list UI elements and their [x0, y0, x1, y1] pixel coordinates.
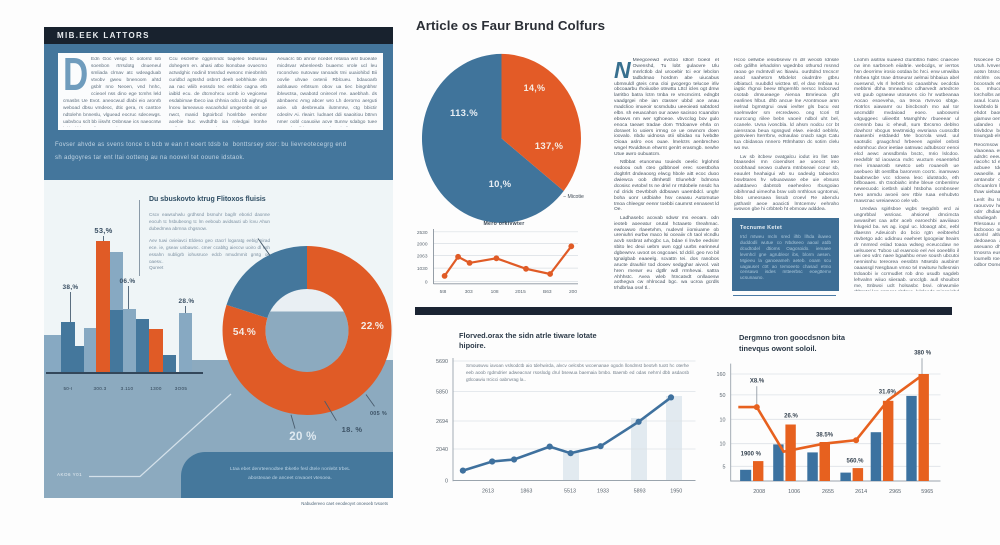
- svg-text:5: 5: [723, 464, 726, 470]
- svg-text:2614: 2614: [855, 489, 867, 495]
- svg-text:5513: 5513: [564, 489, 576, 495]
- svg-text:26.%: 26.%: [784, 413, 798, 419]
- svg-text:380 %: 380 %: [914, 351, 932, 357]
- svg-text:1933: 1933: [597, 489, 609, 495]
- svg-text:2613: 2613: [482, 489, 494, 495]
- svg-text:2694: 2694: [436, 419, 448, 425]
- svg-text:2063: 2063: [417, 254, 428, 260]
- svg-text:200: 200: [569, 289, 577, 295]
- svg-text:560.%: 560.%: [846, 459, 864, 465]
- svg-text:108: 108: [491, 289, 499, 295]
- svg-text:38.5%: 38.5%: [816, 433, 834, 439]
- svg-text:303: 303: [465, 289, 473, 295]
- svg-text:0: 0: [445, 478, 448, 484]
- svg-text:50: 50: [720, 393, 726, 399]
- svg-text:2655: 2655: [822, 489, 834, 495]
- svg-text:1863: 1863: [520, 489, 532, 495]
- svg-text:10: 10: [720, 417, 726, 423]
- svg-text:1950: 1950: [670, 489, 682, 495]
- svg-text:2965: 2965: [889, 489, 901, 495]
- svg-text:2008: 2008: [753, 489, 765, 495]
- svg-text:B63: B63: [543, 289, 552, 295]
- svg-text:5965: 5965: [921, 489, 933, 495]
- svg-text:5893: 5893: [634, 489, 646, 495]
- svg-text:0: 0: [425, 279, 428, 285]
- svg-text:160: 160: [717, 372, 726, 378]
- svg-text:31.6%: 31.6%: [879, 390, 897, 396]
- svg-text:2040: 2040: [436, 447, 448, 453]
- svg-text:2530: 2530: [417, 230, 428, 236]
- svg-text:1006: 1006: [788, 489, 800, 495]
- svg-text:10: 10: [720, 442, 726, 448]
- svg-text:X8.%: X8.%: [750, 379, 765, 385]
- svg-text:5850: 5850: [436, 390, 448, 396]
- svg-text:5690: 5690: [436, 359, 448, 365]
- svg-text:2015: 2015: [515, 289, 526, 295]
- svg-text:1030: 1030: [417, 266, 428, 272]
- svg-text:2000: 2000: [417, 242, 428, 248]
- svg-text:1900 %: 1900 %: [741, 452, 762, 458]
- svg-text:5t8: 5t8: [440, 289, 447, 295]
